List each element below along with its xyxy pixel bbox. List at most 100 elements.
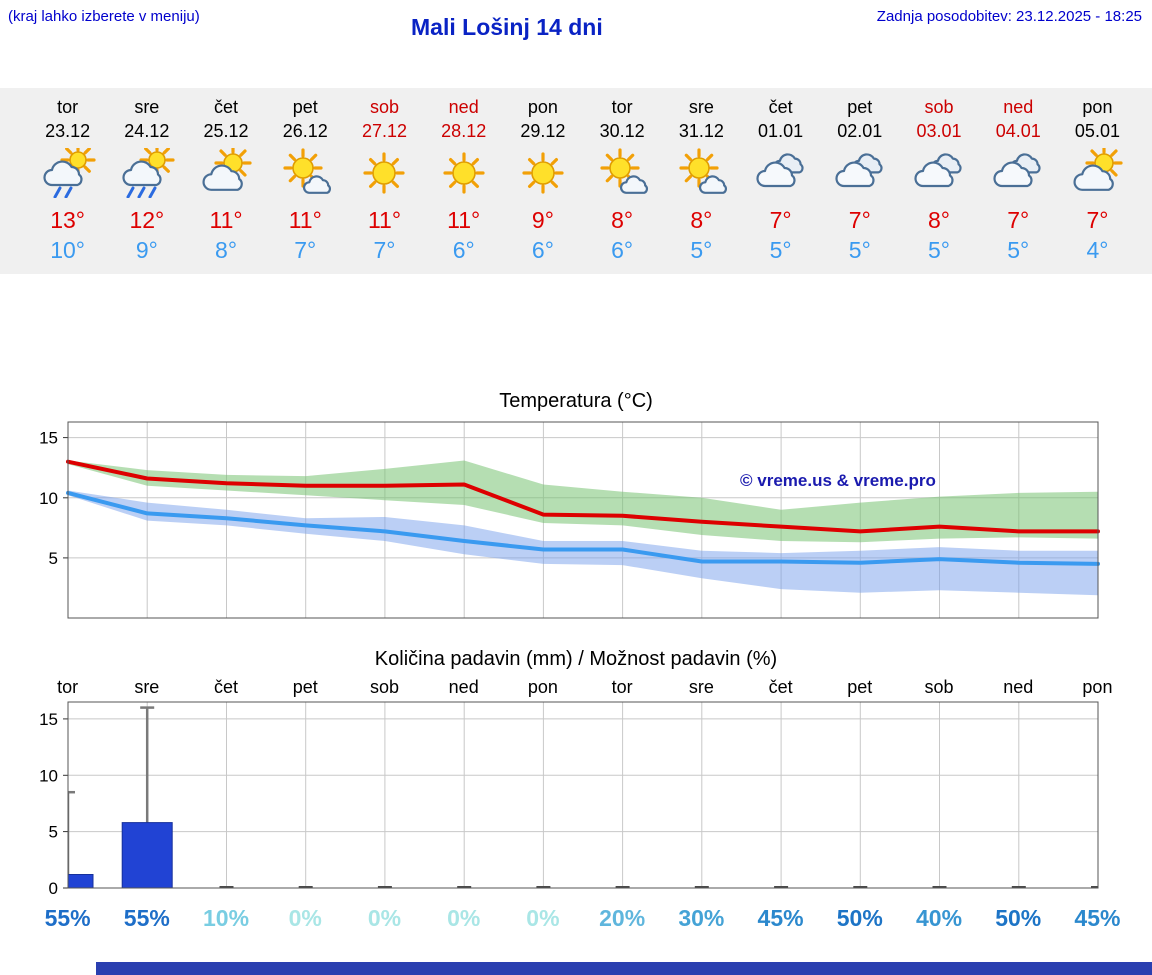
- day-name: sob: [924, 97, 954, 117]
- forecast-day-28.12: ned 28.12 11° 6°: [424, 96, 503, 264]
- temp-min: 9°: [135, 237, 158, 263]
- precip-day-label: pet: [292, 677, 318, 697]
- forecast-day-04.01: ned 04.01 7° 5°: [979, 96, 1058, 264]
- day-name: pon: [527, 97, 558, 117]
- precipitation-chart: 0 5 10 15: [39, 701, 1099, 896]
- precip-bar-zero: [298, 886, 313, 888]
- precip-probability: 50%: [995, 905, 1042, 931]
- weather-icon-slot: [1058, 144, 1137, 202]
- precip-day-label: ned: [1003, 677, 1034, 697]
- temp-max: 7°: [769, 207, 792, 233]
- weather-icon-slot: [28, 144, 107, 202]
- temp-max: 11°: [288, 207, 322, 233]
- sun-cloud-icon: [202, 148, 252, 191]
- precip-day-label: tor: [57, 677, 79, 697]
- last-update-timestamp: Zadnja posodobitev: 23.12.2025 - 18:25: [876, 8, 1142, 25]
- temp-min: 10°: [50, 237, 85, 263]
- precip-day-label: sre: [688, 677, 714, 697]
- forecast-day-03.01: sob 03.01 8° 5°: [899, 96, 978, 264]
- precip-day-label: tor: [611, 677, 633, 697]
- precip-bar-zero: [377, 886, 392, 888]
- weather-icon-slot: [741, 144, 820, 202]
- precip-probability: 0%: [288, 905, 322, 931]
- forecast-day-01.01: čet 01.01 7° 5°: [741, 96, 820, 264]
- precip-probability: 55%: [44, 905, 91, 931]
- cloudy-icon: [756, 153, 804, 188]
- forecast-day-27.12: sob 27.12 11° 7°: [345, 96, 424, 264]
- precip-day-label: sob: [369, 677, 399, 697]
- temp-min-line: [66, 490, 1100, 566]
- day-name: pet: [292, 97, 318, 117]
- day-date: 03.01: [916, 121, 962, 141]
- weather-icon-slot: [979, 144, 1058, 202]
- weather-icon-slot: [899, 144, 978, 202]
- precip-probability: 10%: [203, 905, 250, 931]
- precip-day-label: sob: [924, 677, 954, 697]
- forecast-day-26.12: pet 26.12 11° 7°: [266, 96, 345, 264]
- forecast-day-25.12: čet 25.12 11° 8°: [186, 96, 265, 264]
- precip-probability: 0%: [367, 905, 402, 931]
- forecast-day-05.01: pon 05.01 7° 4°: [1058, 96, 1137, 264]
- day-name: ned: [1003, 97, 1034, 117]
- temp-min: 5°: [848, 237, 871, 263]
- precipitation-day-labels: tor sre čet pet sob ned pon tor sre čet pet sob ned p…: [0, 676, 1152, 698]
- temp-max: 7°: [1007, 207, 1030, 233]
- weather-icon-slot: [266, 144, 345, 202]
- temperature-chart-title: Temperatura (°C): [499, 390, 653, 412]
- day-name: ned: [448, 97, 479, 117]
- precip-bar-zero: [536, 886, 551, 888]
- precip-bar-zero: [774, 886, 789, 888]
- temp-max: 12°: [129, 207, 165, 233]
- temp-min: 6°: [531, 237, 554, 263]
- sunny-icon: [522, 152, 564, 194]
- precip-bar-zero: [853, 886, 868, 888]
- day-name: pon: [1082, 97, 1113, 117]
- y-tick-label: 5: [49, 549, 58, 568]
- weather-icon-slot: [583, 144, 662, 202]
- precip-probability: 45%: [1074, 905, 1121, 931]
- temp-max: 13°: [50, 207, 85, 233]
- day-name: tor: [611, 97, 633, 117]
- temp-max: 8°: [690, 207, 713, 233]
- menu-hint: (kraj lahko izberete v meniju): [8, 8, 200, 25]
- day-name: tor: [57, 97, 79, 117]
- day-date: 02.01: [837, 121, 883, 141]
- precip-day-label: čet: [214, 677, 239, 697]
- precip-probability: 20%: [599, 905, 646, 931]
- precip-probability: 0%: [526, 905, 560, 931]
- weather-icon-slot: [345, 144, 424, 202]
- precip-probability: 30%: [678, 905, 725, 931]
- day-date: 04.01: [995, 121, 1041, 141]
- precip-day-label: čet: [768, 677, 793, 697]
- precip-bar: [68, 874, 94, 888]
- precip-bar-zero: [1091, 886, 1098, 888]
- sun-small-cloud-icon: [600, 148, 649, 194]
- day-date: 25.12: [203, 121, 249, 141]
- cloudy-icon: [914, 153, 962, 188]
- temp-min: 8°: [215, 237, 238, 263]
- precip-bar-zero: [219, 886, 234, 888]
- day-name: pet: [847, 97, 873, 117]
- y-tick-label: 10: [39, 489, 58, 508]
- temp-max: 7°: [848, 207, 871, 233]
- temp-max: 8°: [611, 207, 634, 233]
- chart-watermark: © vreme.us & vreme.pro: [740, 471, 936, 490]
- temp-max: 11°: [447, 207, 481, 233]
- weather-icon-slot: [503, 144, 582, 202]
- temp-max: 11°: [367, 207, 402, 233]
- y-tick-label: 5: [49, 823, 58, 842]
- precip-day-label: ned: [448, 677, 479, 697]
- day-date: 23.12: [45, 121, 91, 141]
- day-date: 26.12: [282, 121, 328, 141]
- precip-bar: [121, 822, 173, 888]
- forecast-strip: tor 23.12 13° 10° sre 24.12 12° 9° čet 25.12 11° 8°…: [0, 88, 1152, 274]
- day-date: 24.12: [124, 121, 170, 141]
- precipitation-probability-row: 55% 55% 10% 0% 0% 0% 0% 20% 30% 45% 50% 40% 50% 45%: [0, 904, 1152, 932]
- y-tick-label: 15: [39, 710, 58, 729]
- footer-banner: [96, 962, 1152, 975]
- weather-icon-slot: [186, 144, 265, 202]
- sun-small-cloud-icon: [679, 148, 728, 194]
- day-date: 05.01: [1074, 121, 1120, 141]
- temp-max-line: [66, 459, 1100, 534]
- cloudy-icon: [835, 153, 883, 188]
